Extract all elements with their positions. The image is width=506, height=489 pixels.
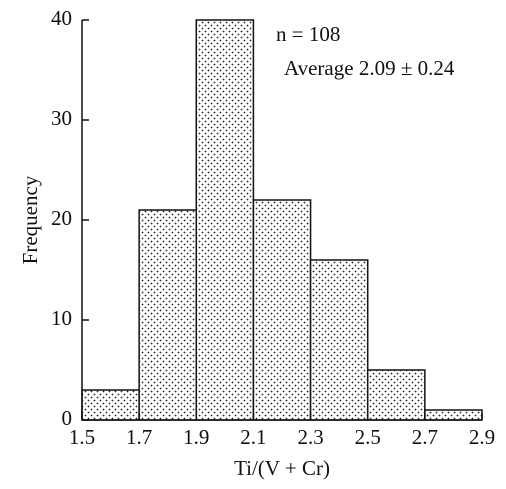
bar-texture xyxy=(424,410,482,420)
y-axis-label: Frequency xyxy=(18,175,42,264)
x-tick-label: 2.3 xyxy=(297,425,323,449)
y-tick-label: 0 xyxy=(62,406,73,430)
y-tick-label: 20 xyxy=(51,206,72,230)
bar-texture xyxy=(139,210,197,420)
annotation: n = 108 xyxy=(276,22,340,46)
x-tick-label: 2.5 xyxy=(355,425,381,449)
bar-texture xyxy=(82,390,140,420)
y-tick-label: 10 xyxy=(51,306,72,330)
x-axis-label: Ti/(V + Cr) xyxy=(234,456,330,480)
bar-texture xyxy=(310,260,368,420)
x-tick-label: 2.9 xyxy=(469,425,495,449)
bar-texture xyxy=(367,370,425,420)
y-tick-label: 40 xyxy=(51,6,72,30)
bar-texture xyxy=(196,20,254,420)
x-tick-label: 1.9 xyxy=(183,425,209,449)
x-tick-label: 2.7 xyxy=(412,425,438,449)
x-tick-label: 1.7 xyxy=(126,425,152,449)
bar-texture xyxy=(253,200,311,420)
annotation: Average 2.09 ± 0.24 xyxy=(284,56,455,80)
x-tick-label: 2.1 xyxy=(240,425,266,449)
x-tick-label: 1.5 xyxy=(69,425,95,449)
y-tick-label: 30 xyxy=(51,106,72,130)
